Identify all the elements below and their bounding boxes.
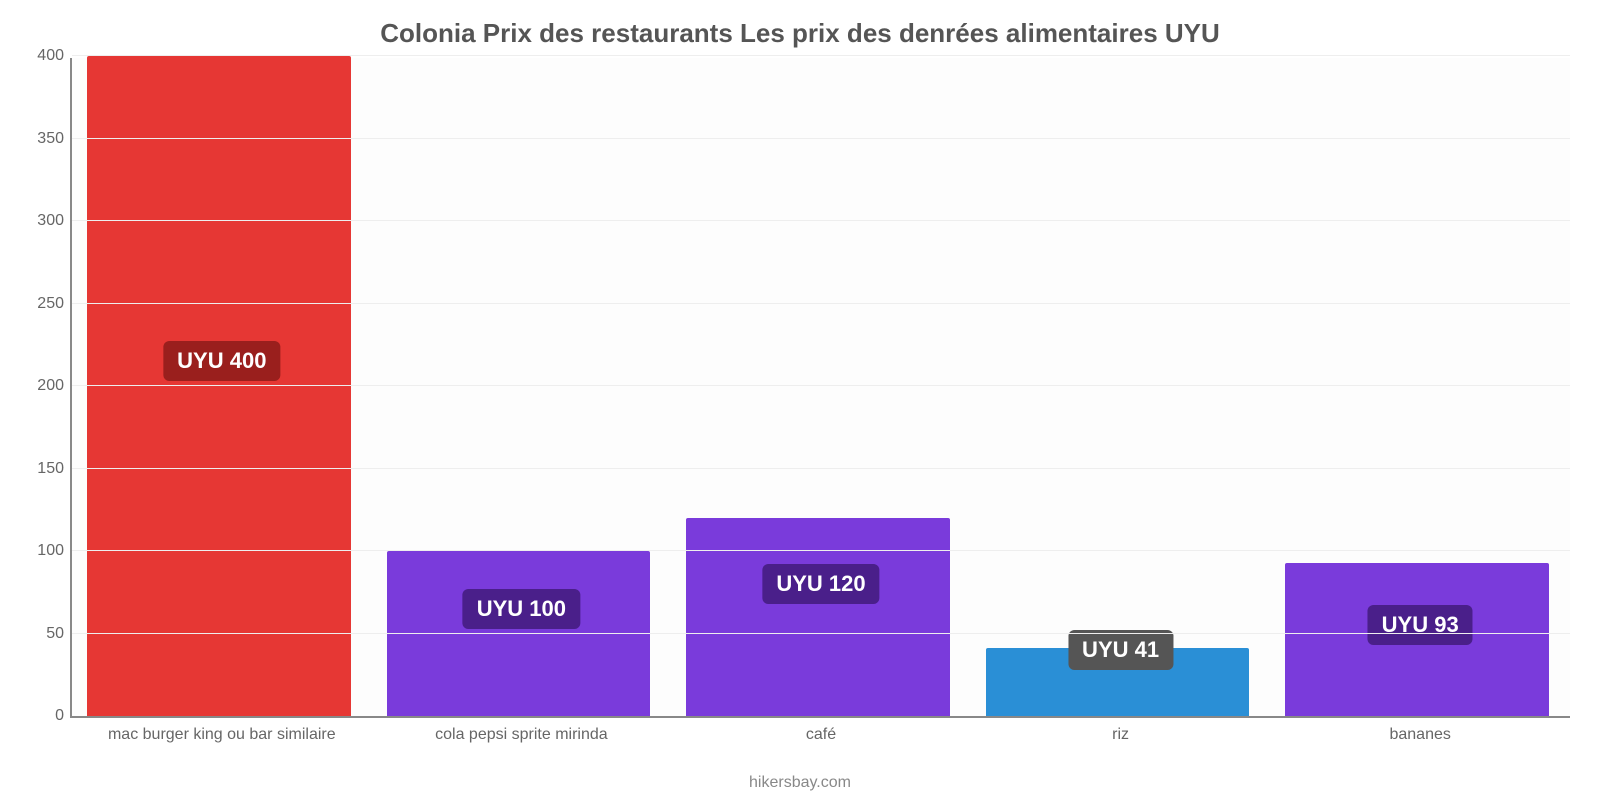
chart-title: Colonia Prix des restaurants Les prix de…: [0, 18, 1600, 49]
bar-slot: UYU 41riz: [971, 58, 1271, 716]
gridline: [72, 303, 1570, 304]
y-tick-label: 400: [37, 47, 64, 65]
x-tick-label: riz: [1112, 726, 1129, 744]
y-tick-label: 300: [37, 212, 64, 230]
gridline: [72, 385, 1570, 386]
bar-slot: UYU 400mac burger king ou bar similaire: [72, 58, 372, 716]
plot-area: UYU 400mac burger king ou bar similaireU…: [70, 58, 1570, 718]
gridline: [72, 55, 1570, 56]
bars-container: UYU 400mac burger king ou bar similaireU…: [72, 58, 1570, 716]
y-tick-label: 0: [55, 707, 64, 725]
bar: [387, 551, 651, 716]
bar-chart: Colonia Prix des restaurants Les prix de…: [0, 0, 1600, 800]
value-badge: UYU 120: [762, 564, 879, 604]
x-tick-label: cola pepsi sprite mirinda: [435, 726, 608, 744]
gridline: [72, 138, 1570, 139]
x-tick-label: bananes: [1389, 726, 1450, 744]
y-tick-label: 100: [37, 542, 64, 560]
y-tick-label: 350: [37, 130, 64, 148]
value-badge: UYU 93: [1368, 605, 1473, 645]
x-tick-label: café: [806, 726, 836, 744]
y-tick-label: 250: [37, 295, 64, 313]
value-badge: UYU 400: [163, 341, 280, 381]
gridline: [72, 468, 1570, 469]
value-badge: UYU 100: [463, 589, 580, 629]
gridline: [72, 220, 1570, 221]
x-tick-label: mac burger king ou bar similaire: [108, 726, 336, 744]
gridline: [72, 550, 1570, 551]
bar-slot: UYU 93bananes: [1270, 58, 1570, 716]
bar-slot: UYU 120café: [671, 58, 971, 716]
gridline: [72, 633, 1570, 634]
bar-slot: UYU 100cola pepsi sprite mirinda: [372, 58, 672, 716]
y-tick-label: 50: [46, 625, 64, 643]
bar: [87, 56, 351, 716]
value-badge: UYU 41: [1068, 630, 1173, 670]
y-tick-label: 150: [37, 460, 64, 478]
y-tick-label: 200: [37, 377, 64, 395]
source-label: hikersbay.com: [0, 774, 1600, 792]
bar: [686, 518, 950, 716]
